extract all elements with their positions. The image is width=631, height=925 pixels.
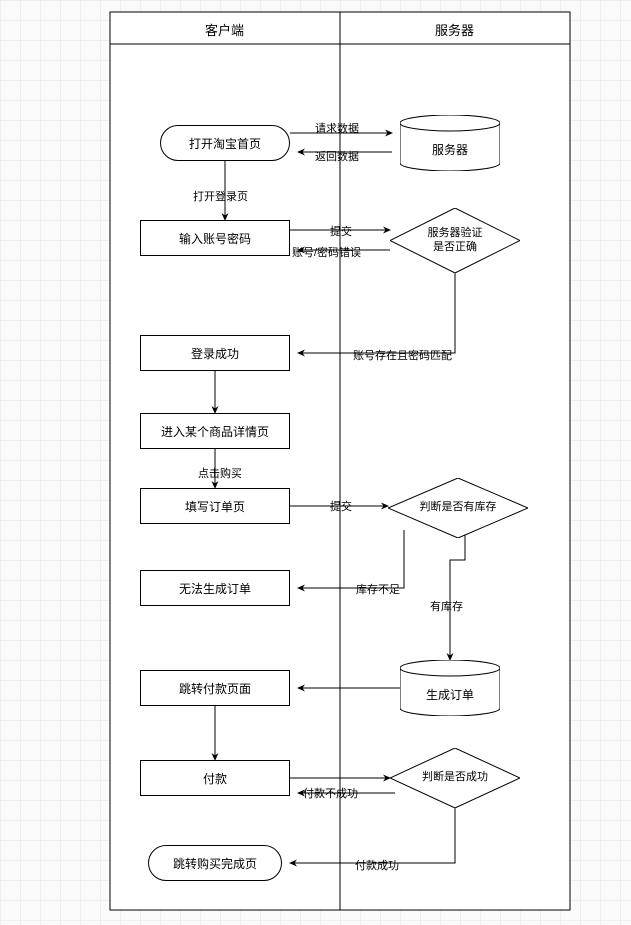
- edge-label: 提交: [330, 223, 352, 239]
- edge: [298, 530, 404, 588]
- node-n_check_stock: 判断是否有库存: [388, 478, 528, 538]
- edge-label: 打开登录页: [193, 188, 248, 204]
- node-n_verify: 服务器验证 是否正确: [390, 208, 520, 273]
- flowchart-stage: 客户端 服务器 打开淘宝首页服务器输入账号密码服务器验证 是否正确登录成功进入某…: [0, 0, 631, 925]
- edge-label: 请求数据: [315, 120, 359, 136]
- node-n_pay_page: 跳转付款页面: [140, 670, 290, 706]
- node-n_detail: 进入某个商品详情页: [140, 413, 290, 449]
- node-n_check_pay: 判断是否成功: [390, 748, 520, 808]
- node-n_server_db: 服务器: [400, 115, 500, 171]
- edge-label: 点击购买: [198, 465, 242, 481]
- node-n_login_ok: 登录成功: [140, 335, 290, 371]
- edge-label: 有库存: [430, 598, 463, 614]
- node-n_order_form: 填写订单页: [140, 488, 290, 524]
- edge: [290, 808, 455, 863]
- edge-label: 提交: [330, 498, 352, 514]
- node-n_no_order: 无法生成订单: [140, 570, 290, 606]
- node-n_login_input: 输入账号密码: [140, 220, 290, 256]
- edge-label: 付款成功: [355, 857, 399, 873]
- node-n_home: 打开淘宝首页: [160, 125, 290, 161]
- edge: [450, 530, 465, 660]
- node-n_pay: 付款: [140, 760, 290, 796]
- edge-label: 账号存在且密码匹配: [353, 347, 452, 363]
- edge-label: 返回数据: [315, 148, 359, 164]
- edge-label: 账号/密码错误: [292, 244, 361, 260]
- node-n_gen_order: 生成订单: [400, 660, 500, 716]
- edge-label: 库存不足: [356, 581, 400, 597]
- edge: [298, 273, 455, 353]
- edge-label: 付款不成功: [303, 785, 358, 801]
- node-n_done: 跳转购买完成页: [148, 845, 282, 881]
